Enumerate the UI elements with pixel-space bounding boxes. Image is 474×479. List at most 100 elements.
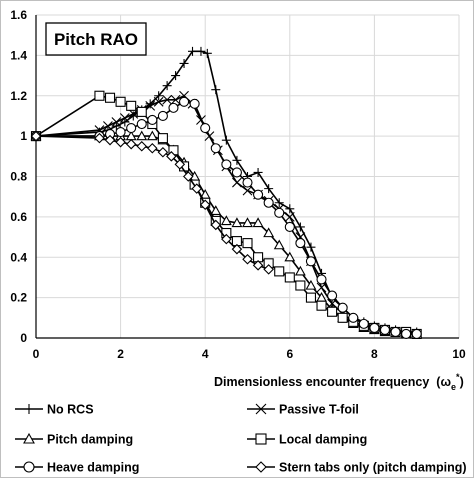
series-3-point-19 [284, 272, 295, 283]
series-4-point-21 [305, 256, 317, 267]
y-tick-label-1: 0.2 [10, 291, 27, 305]
legend-item-1: Passive T-foil [247, 403, 359, 417]
series-5-point-12 [199, 199, 211, 211]
series-4-point-12 [210, 143, 221, 154]
legend-label-1: Passive T-foil [279, 403, 359, 417]
legend-label-4: Heave damping [47, 461, 139, 475]
series-4-point-11 [200, 123, 211, 134]
legend-swatch-marker-4 [23, 461, 35, 473]
series-5-point-4 [125, 138, 137, 150]
series-3-point-15 [242, 238, 253, 249]
series-line-1 [35, 94, 417, 335]
series-5-point-10 [183, 171, 194, 182]
series-line-0 [35, 50, 417, 333]
series-2-point-19 [284, 251, 296, 262]
y-tick-label-8: 1.6 [10, 8, 27, 22]
series-3-point-1 [94, 90, 105, 101]
series-2-point-21 [305, 279, 317, 290]
legend: No RCS Passive T-foil Pitch damping Local d… [15, 403, 467, 475]
series-5-point-18 [263, 264, 274, 275]
series-0-point-8 [154, 91, 164, 101]
series-2-point-20 [294, 265, 306, 276]
legend-swatch-marker-1 [255, 403, 267, 415]
series-1 [31, 90, 422, 339]
series-4-point-15 [242, 177, 253, 188]
series-0-point-13 [196, 46, 206, 56]
series-3-point-5 [136, 106, 147, 117]
series-5-point-8 [166, 151, 177, 162]
y-tick-label-2: 0.4 [10, 250, 27, 264]
legend-label-0: No RCS [47, 403, 94, 417]
chart-title-box: Pitch RAO [45, 22, 147, 56]
series-0-point-17 [232, 155, 242, 165]
legend-label-2: Pitch damping [47, 433, 133, 447]
series-1-point-5 [128, 109, 139, 119]
series-1-point-2 [103, 121, 113, 131]
series-0-point-9 [162, 81, 172, 91]
legend-item-5: Stern tabs only (pitch damping) [247, 461, 467, 475]
series-3-point-3 [115, 96, 126, 107]
series-2-point-15 [242, 217, 253, 228]
series-2-point-12 [210, 205, 222, 215]
x-axis-symbol: ω [440, 375, 451, 389]
y-tick-label-3: 0.6 [10, 210, 27, 224]
legend-item-0: No RCS [15, 403, 94, 417]
series-0-point-20 [264, 184, 274, 194]
x-tick-label-3: 6 [286, 347, 293, 361]
series-3-point-4 [126, 100, 137, 111]
series-1-point-4 [119, 113, 130, 123]
series-3-point-24 [337, 312, 348, 323]
x-tick-label-5: 10 [452, 347, 466, 361]
series-2-point-17 [263, 227, 275, 238]
series-4-point-22 [316, 274, 327, 285]
series-5-point-15 [231, 243, 243, 255]
series-4-point-7 [157, 110, 168, 121]
series-3-point-23 [327, 306, 338, 317]
tick-labels: 0 2 4 6 8 10 0 0.2 0.4 0.6 0.8 1 1.2 1.4 1.6 [10, 8, 466, 361]
series-1-point-3 [111, 117, 122, 127]
legend-swatch-marker-0 [24, 404, 34, 414]
series-4-point-16 [253, 189, 264, 200]
series-5-point-3 [115, 136, 126, 148]
series-line-3 [35, 94, 417, 335]
series-0-point-3 [111, 121, 121, 131]
legend-item-3: Local damping [247, 433, 367, 447]
series-3-point-7 [157, 133, 168, 144]
series-5-point-5 [136, 140, 148, 152]
series-4-point-18 [274, 207, 285, 218]
series-0-point-23 [295, 222, 305, 232]
x-axis-label-text: Dimensionless encounter frequency [214, 375, 429, 389]
series-0-point-24 [306, 242, 316, 252]
series-3-point-22 [316, 300, 327, 311]
series-4-point-17 [263, 197, 274, 208]
series-3-point-18 [274, 266, 285, 277]
series-3 [30, 90, 422, 340]
series-4-point-23 [327, 290, 338, 301]
series-0-point-12 [188, 46, 198, 56]
series-4-point-5 [136, 118, 147, 130]
series-1-point-22 [284, 211, 295, 222]
y-tick-label-4: 0.8 [10, 170, 27, 184]
series-0-point-11 [179, 58, 189, 68]
legend-label-5: Stern tabs only (pitch damping) [279, 461, 467, 475]
y-tick-label-0: 0 [20, 331, 27, 345]
series-5-point-7 [157, 146, 169, 158]
series-1-point-8 [153, 96, 164, 107]
y-tick-label-5: 1 [20, 129, 27, 143]
series-4-point-29 [390, 326, 401, 337]
series-4-point-30 [401, 328, 412, 340]
series-1-point-10 [170, 94, 181, 105]
series-layer [30, 46, 423, 340]
series-0-point-16 [221, 135, 231, 145]
series-5-point-16 [242, 253, 253, 265]
series-1-point-9 [162, 94, 173, 105]
series-4-point-27 [369, 322, 380, 333]
series-0-point-14 [202, 48, 212, 58]
series-5-point-1 [94, 132, 105, 144]
series-4-point-25 [348, 312, 359, 323]
series-4-point-13 [221, 159, 232, 170]
chart-title: Pitch RAO [54, 30, 138, 49]
series-4-point-3 [115, 127, 126, 138]
